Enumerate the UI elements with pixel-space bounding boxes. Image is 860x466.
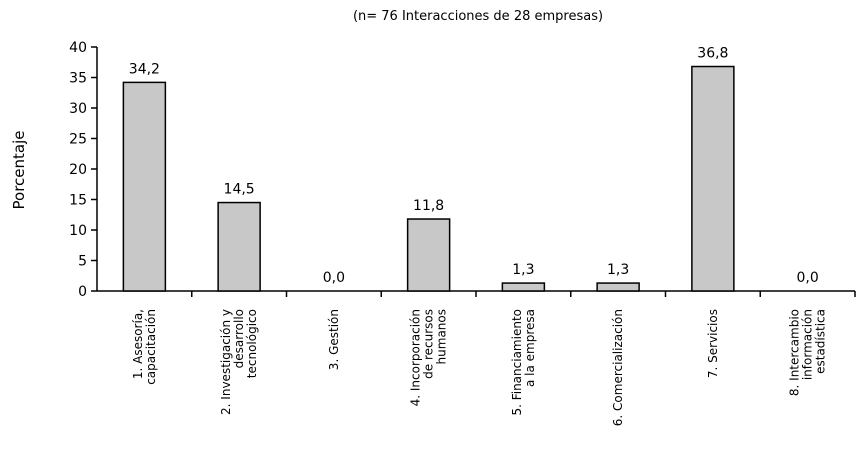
y-tick-label: 10: [69, 223, 87, 239]
x-category-label-line: 4. Incorporación: [409, 309, 423, 406]
bar: [406, 218, 451, 292]
data-label: 0,0: [323, 270, 345, 286]
x-category-label-line: estadística: [814, 309, 828, 374]
x-category-label-line: 7. Servicios: [706, 309, 720, 378]
y-tick-label: 5: [78, 254, 87, 270]
x-category-label: 4. Incorporaciónde recursoshumanos: [409, 309, 449, 406]
chart-subtitle: (n= 76 Interacciones de 28 empresas): [353, 9, 603, 24]
data-label: 11,8: [413, 198, 444, 214]
x-category-label-line: de recursos: [422, 309, 436, 379]
x-category-label-line: información: [801, 309, 815, 380]
x-category-label: 6. Comercialización: [611, 309, 625, 426]
x-category-label-line: capacitación: [144, 309, 158, 385]
x-category-label-line: humanos: [435, 309, 449, 364]
x-category-label: 1. Asesoría,capacitación: [131, 309, 158, 385]
y-tick-label: 35: [69, 71, 87, 87]
y-tick-label: 25: [69, 132, 87, 148]
x-category-label-line: 6. Comercialización: [611, 309, 625, 426]
x-category-label-line: 1. Asesoría,: [131, 309, 145, 379]
data-label: 14,5: [224, 182, 255, 198]
x-category-label: 7. Servicios: [706, 309, 720, 378]
y-tick-label: 30: [69, 101, 87, 117]
plot-area: 0 5 10 15 20 25 30 35 40 34,2 1. Asesoría,capacita…: [69, 40, 856, 426]
x-category-label-line: 3. Gestión: [327, 309, 341, 370]
y-axis-label: Porcentaje: [10, 131, 28, 210]
x-category-label-line: 8. Intercambio: [788, 309, 802, 396]
data-label: 0,0: [796, 270, 818, 286]
x-category-label: 8. Intercambioinformaciónestadística: [788, 309, 828, 396]
x-category-label-line: desarrollo: [232, 309, 246, 368]
bar: [501, 282, 546, 292]
data-label: 1,3: [607, 262, 629, 278]
bar: [217, 201, 261, 292]
bar: [596, 282, 640, 292]
x-category-label: 2. Investigación ydesarrollotecnológico: [219, 309, 259, 415]
data-label: 36,8: [697, 46, 728, 62]
y-tick-label: 20: [69, 162, 87, 178]
x-category-label: 3. Gestión: [327, 309, 341, 370]
x-category-label-line: tecnológico: [245, 309, 259, 378]
bar: [122, 81, 167, 292]
y-tick-label: 40: [69, 40, 87, 56]
bar: [691, 65, 735, 292]
data-label: 1,3: [512, 262, 534, 278]
x-category-label-line: 5. Financiamiento: [510, 309, 524, 416]
data-label: 34,2: [129, 61, 160, 77]
y-tick-label: 15: [69, 193, 87, 209]
y-tick-label: 0: [78, 284, 87, 300]
x-category-label: 5. Financiamientoa la empresa: [510, 309, 537, 416]
x-category-label-line: 2. Investigación y: [219, 309, 233, 415]
x-category-label-line: a la empresa: [523, 309, 537, 387]
